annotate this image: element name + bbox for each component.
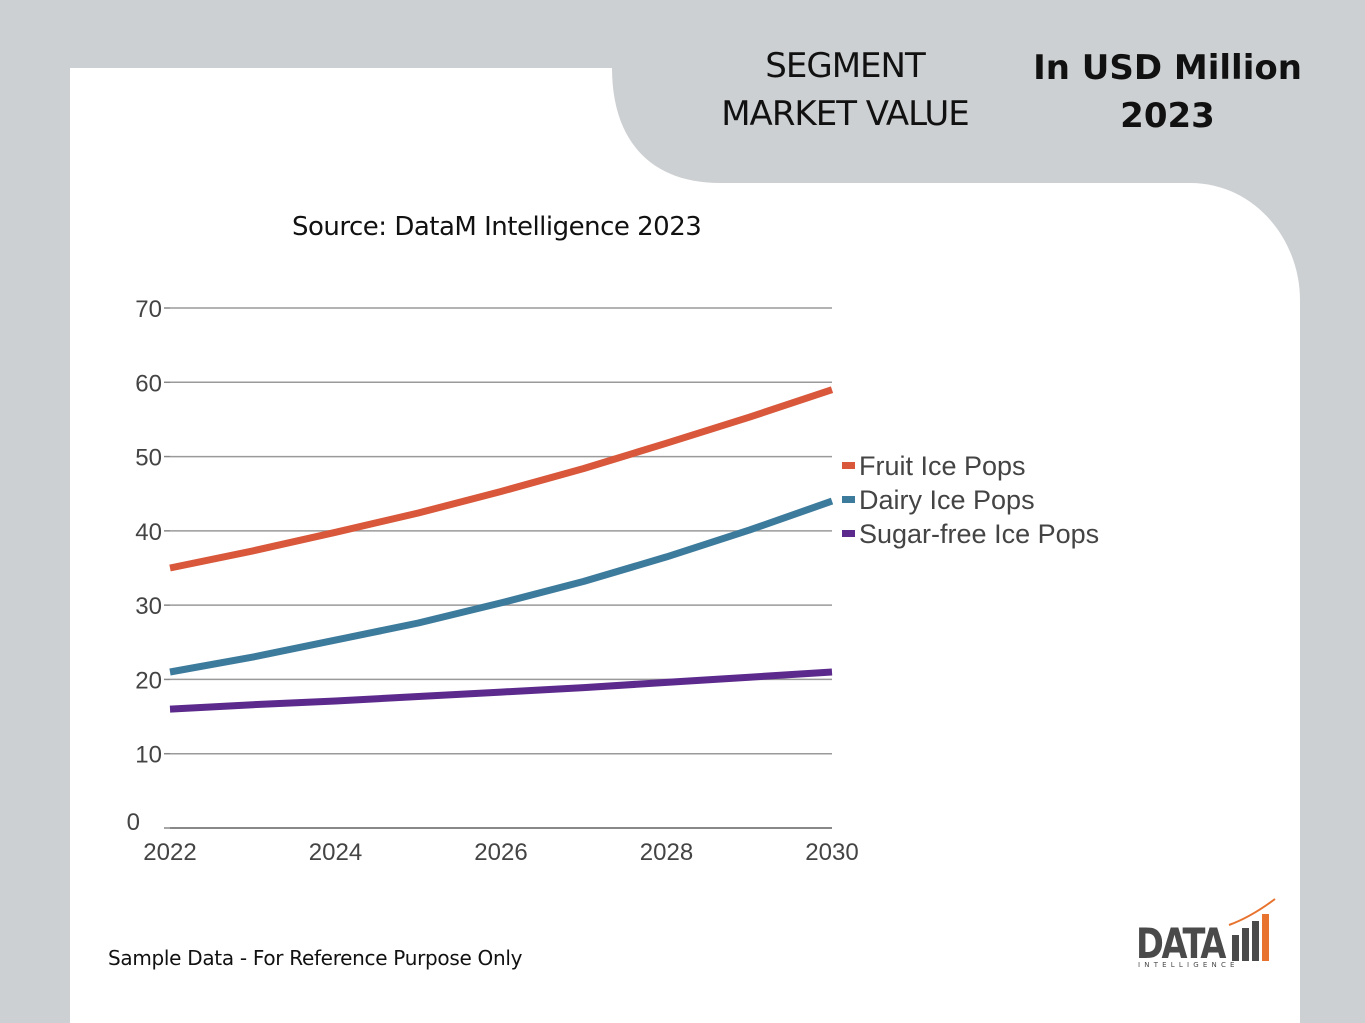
x-tick-label: 2030 [805,839,858,866]
series-line [169,497,834,676]
y-tick-label: 70 [135,296,162,323]
datam-logo: DATA INTELLIGENCE [1136,895,1286,975]
x-tick-label: 2026 [474,839,527,866]
series-line [169,386,834,572]
white-card [70,68,1300,1023]
x-tick-label: 2022 [143,839,196,866]
logo-text: DATA [1136,919,1226,968]
legend-label: Fruit Ice Pops [859,451,1026,481]
y-tick-label: 0 [127,809,140,836]
series-line [169,668,833,713]
segment-title-line1: SEGMENT [765,46,925,86]
source-label: Source: DataM Intelligence 2023 [292,212,702,242]
y-tick-label: 60 [135,370,162,397]
y-tick-label: 20 [135,667,162,694]
logo-subtext: INTELLIGENCE [1138,961,1239,969]
y-tick-label: 10 [135,742,162,769]
y-tick-label: 30 [135,593,162,620]
legend-label: Sugar-free Ice Pops [859,519,1099,549]
logo-bars-icon [1228,898,1276,961]
unit-label: In USD Million 2023 [1010,44,1325,140]
legend-swatch [842,462,855,469]
legend-label: Dairy Ice Pops [859,485,1035,515]
unit-label-line1: In USD Million [1033,48,1302,88]
x-tick-label: 2028 [640,839,693,866]
segment-title: SEGMENT MARKET VALUE [690,42,1000,138]
legend-swatch [842,530,855,537]
y-tick-label: 50 [135,445,162,472]
unit-label-line2: 2023 [1120,96,1215,136]
y-tick-label: 40 [135,519,162,546]
segment-title-line2: MARKET VALUE [721,94,970,134]
footnote: Sample Data - For Reference Purpose Only [108,946,523,970]
x-tick-label: 2024 [309,839,362,866]
legend-swatch [842,496,855,503]
